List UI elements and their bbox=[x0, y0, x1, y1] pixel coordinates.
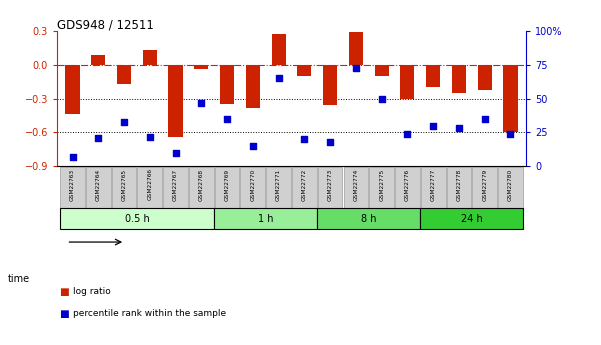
Text: 1 h: 1 h bbox=[258, 214, 273, 224]
Bar bbox=[317, 208, 420, 229]
Bar bbox=[426, 65, 440, 87]
Text: GSM22763: GSM22763 bbox=[70, 168, 75, 200]
Bar bbox=[266, 167, 291, 208]
Point bbox=[299, 137, 309, 142]
Text: GSM22770: GSM22770 bbox=[251, 168, 255, 201]
Text: GSM22767: GSM22767 bbox=[173, 168, 178, 200]
Bar bbox=[374, 65, 389, 76]
Point bbox=[68, 154, 78, 160]
Text: ■: ■ bbox=[59, 309, 69, 319]
Bar bbox=[189, 167, 214, 208]
Text: GSM22777: GSM22777 bbox=[431, 168, 436, 201]
Bar bbox=[112, 167, 136, 208]
Bar bbox=[447, 167, 471, 208]
Point bbox=[480, 116, 489, 122]
Bar bbox=[91, 55, 105, 65]
Bar bbox=[240, 167, 265, 208]
Bar bbox=[297, 65, 311, 76]
Bar bbox=[60, 167, 85, 208]
Point bbox=[454, 126, 464, 131]
Bar bbox=[344, 167, 368, 208]
Bar bbox=[395, 167, 419, 208]
Bar bbox=[318, 167, 343, 208]
Bar bbox=[215, 167, 239, 208]
Text: percentile rank within the sample: percentile rank within the sample bbox=[73, 309, 227, 318]
Bar bbox=[214, 208, 317, 229]
Text: 0.5 h: 0.5 h bbox=[124, 214, 149, 224]
Text: log ratio: log ratio bbox=[73, 287, 111, 296]
Bar bbox=[163, 167, 188, 208]
Bar bbox=[504, 65, 517, 132]
Point bbox=[351, 65, 361, 70]
Text: 8 h: 8 h bbox=[361, 214, 376, 224]
Text: time: time bbox=[8, 275, 30, 284]
Bar bbox=[498, 167, 523, 208]
Point bbox=[145, 134, 154, 139]
Point bbox=[197, 100, 206, 106]
Text: GSM22764: GSM22764 bbox=[96, 168, 101, 200]
Bar bbox=[194, 65, 209, 69]
Bar bbox=[472, 167, 497, 208]
Bar bbox=[168, 65, 183, 137]
Text: GSM22779: GSM22779 bbox=[482, 168, 487, 201]
Text: GSM22776: GSM22776 bbox=[405, 168, 410, 200]
Bar bbox=[220, 65, 234, 104]
Bar bbox=[117, 65, 131, 84]
Text: 24 h: 24 h bbox=[461, 214, 483, 224]
Point bbox=[94, 135, 103, 141]
Bar bbox=[323, 65, 337, 106]
Text: GSM22765: GSM22765 bbox=[121, 168, 127, 200]
Bar bbox=[138, 167, 162, 208]
Point bbox=[505, 131, 515, 137]
Text: GSM22774: GSM22774 bbox=[353, 168, 358, 201]
Point bbox=[377, 96, 386, 101]
Point bbox=[222, 116, 232, 122]
Bar bbox=[369, 167, 394, 208]
Bar bbox=[420, 208, 523, 229]
Point bbox=[325, 139, 335, 145]
Point bbox=[274, 76, 284, 81]
Text: ■: ■ bbox=[59, 287, 69, 296]
Bar bbox=[349, 32, 363, 65]
Bar bbox=[421, 167, 445, 208]
Bar bbox=[86, 167, 111, 208]
Bar bbox=[292, 167, 317, 208]
Text: GSM22766: GSM22766 bbox=[147, 168, 152, 200]
Point bbox=[171, 150, 180, 156]
Text: GSM22775: GSM22775 bbox=[379, 168, 384, 201]
Bar bbox=[246, 65, 260, 108]
Text: GSM22769: GSM22769 bbox=[225, 168, 230, 200]
Text: GSM22778: GSM22778 bbox=[456, 168, 462, 201]
Text: GSM22773: GSM22773 bbox=[328, 168, 332, 201]
Bar bbox=[272, 34, 285, 65]
Text: GSM22771: GSM22771 bbox=[276, 168, 281, 200]
Bar bbox=[478, 65, 492, 90]
Text: GDS948 / 12511: GDS948 / 12511 bbox=[57, 18, 154, 31]
Text: GSM22772: GSM22772 bbox=[302, 168, 307, 201]
Point bbox=[403, 131, 412, 137]
Bar bbox=[143, 50, 157, 65]
Point bbox=[119, 119, 129, 125]
Bar bbox=[59, 208, 214, 229]
Bar bbox=[400, 65, 415, 99]
Bar bbox=[66, 65, 79, 115]
Text: GSM22768: GSM22768 bbox=[199, 168, 204, 200]
Text: GSM22780: GSM22780 bbox=[508, 168, 513, 201]
Bar bbox=[452, 65, 466, 93]
Point bbox=[248, 143, 258, 149]
Point bbox=[429, 123, 438, 128]
